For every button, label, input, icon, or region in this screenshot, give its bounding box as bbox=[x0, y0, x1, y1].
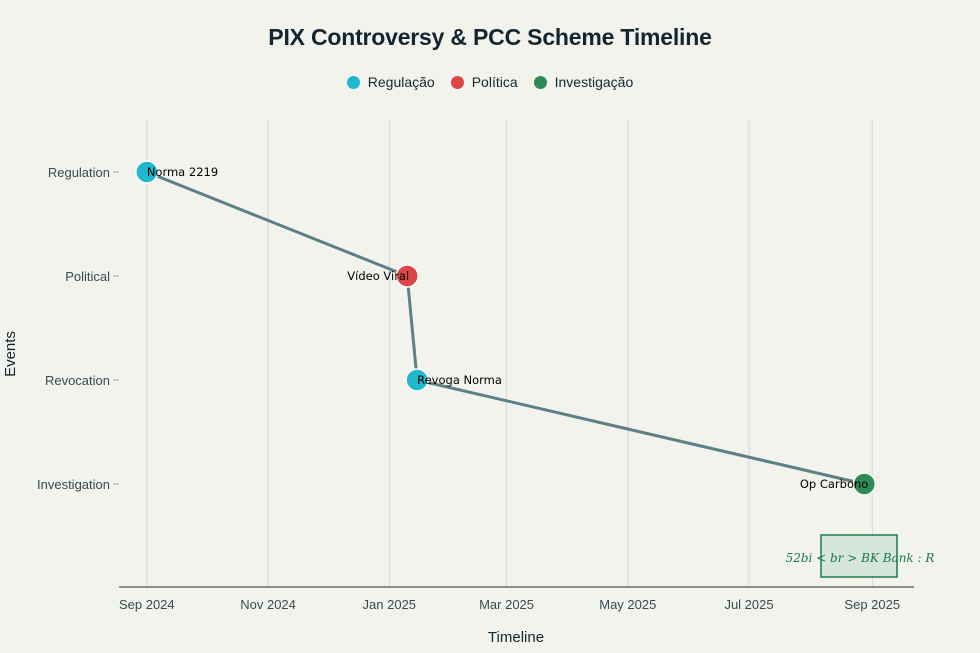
x-tick-label: May 2025 bbox=[599, 597, 656, 612]
x-tick-label: Jul 2025 bbox=[724, 597, 773, 612]
legend-label-investigacao: Investigação bbox=[554, 74, 634, 90]
y-tick-label: Political bbox=[65, 269, 110, 284]
legend-item-investigacao[interactable]: Investigação bbox=[533, 74, 634, 90]
y-tick-label: Regulation bbox=[48, 165, 110, 180]
label-layer: Norma 2219 Vídeo Viral Revoga Norma Op Carb… bbox=[147, 165, 868, 491]
chart-title: PIX Controversy & PCC Scheme Timeline bbox=[268, 24, 712, 50]
line-layer bbox=[146, 170, 865, 486]
legend-item-regulacao[interactable]: Regulação bbox=[346, 74, 435, 90]
data-point-norma-2219[interactable] bbox=[135, 160, 159, 184]
y-tick-label: Revocation bbox=[45, 373, 110, 388]
x-tick-label: Sep 2024 bbox=[119, 597, 175, 612]
y-tick-label: Investigation bbox=[37, 477, 110, 492]
legend-label-regulacao: Regulação bbox=[367, 74, 435, 90]
point-label-op-carbono: Op Carbono bbox=[800, 477, 868, 491]
point-label-norma-2219: Norma 2219 bbox=[147, 165, 218, 179]
annotation-box bbox=[820, 534, 898, 578]
data-point-op-carbono[interactable] bbox=[852, 472, 877, 496]
grid-layer bbox=[146, 120, 873, 587]
annotation-text: 52bi < br > BK Bank : R bbox=[786, 551, 935, 565]
x-tick-label: Nov 2024 bbox=[240, 597, 296, 612]
point-label-v-deo-viral: Vídeo Viral bbox=[347, 269, 409, 283]
legend-item-politica[interactable]: Política bbox=[450, 74, 518, 90]
tick-layer: Sep 2024 Nov 2024 Jan 2025 Mar 2025 May 2025… bbox=[37, 165, 900, 612]
x-axis-title: Timeline bbox=[488, 629, 544, 646]
x-tick-label: Mar 2025 bbox=[479, 597, 534, 612]
legend: Regulação Política Investigação bbox=[0, 74, 980, 90]
point-label-revoga-norma: Revoga Norma bbox=[417, 373, 502, 387]
legend-marker-regulacao bbox=[346, 75, 360, 89]
data-point-v-deo-viral[interactable] bbox=[395, 264, 419, 288]
y-axis-title: Events bbox=[2, 331, 19, 377]
legend-label-politica: Política bbox=[471, 74, 518, 90]
legend-marker-politica bbox=[450, 75, 464, 89]
legend-marker-investigacao bbox=[533, 75, 547, 89]
x-tick-label: Sep 2025 bbox=[844, 597, 900, 612]
series-line bbox=[146, 170, 865, 486]
point-layer bbox=[135, 160, 877, 496]
x-tick-label: Jan 2025 bbox=[363, 597, 417, 612]
data-point-revoga-norma[interactable] bbox=[405, 368, 429, 392]
